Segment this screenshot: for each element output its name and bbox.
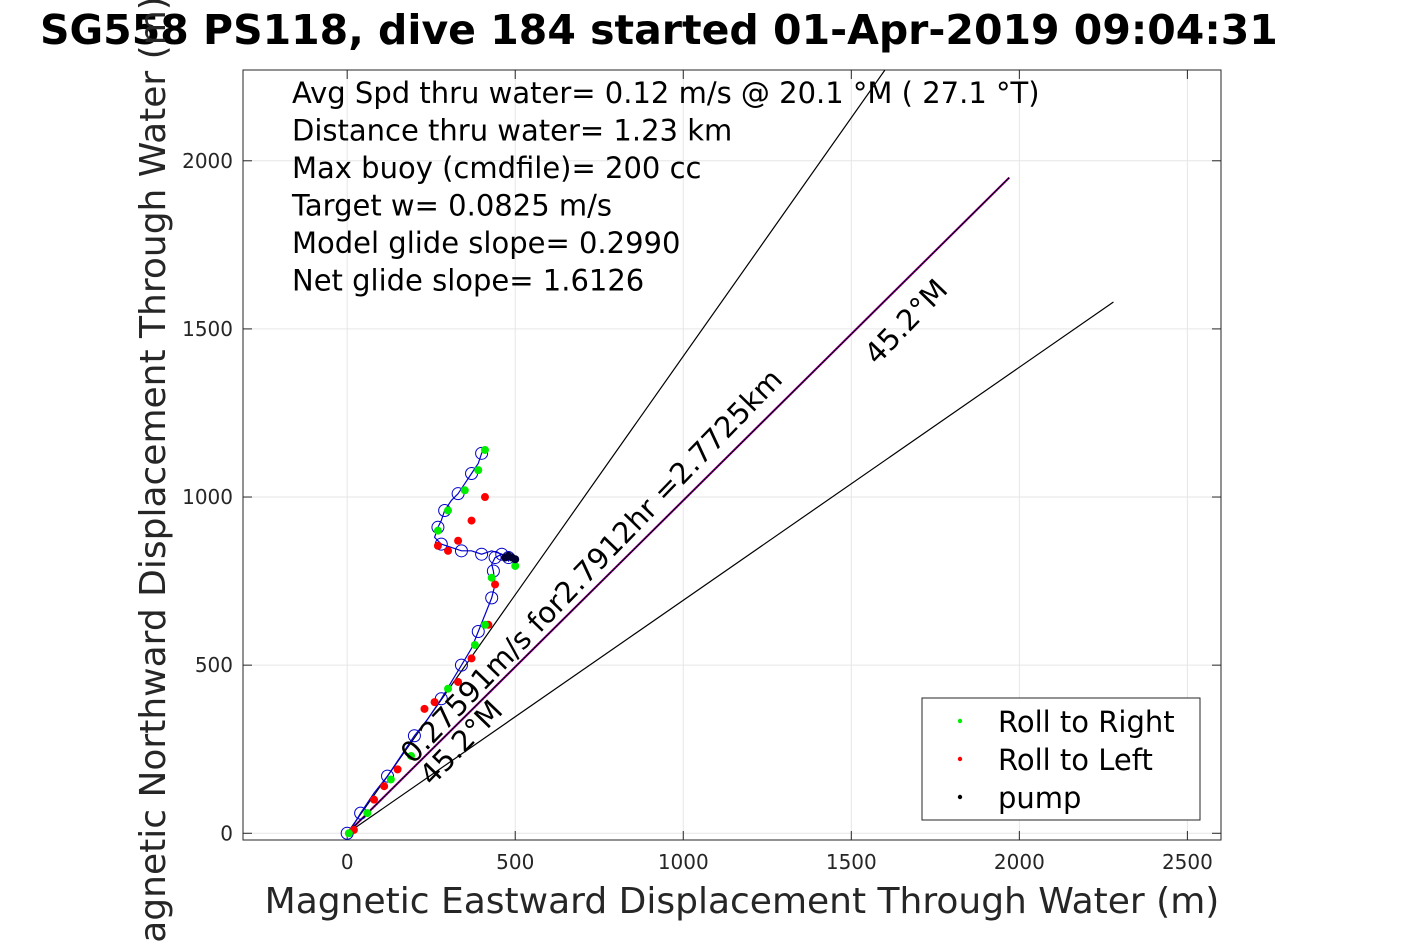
roll-left-point — [454, 677, 463, 686]
roll-right-point — [460, 486, 469, 495]
heading-label-upper: 45.2°M — [858, 272, 955, 370]
roll-right-point — [386, 775, 395, 784]
y-axis-label: Magnetic Northward Displacement Through … — [133, 0, 174, 945]
roll-right-point — [487, 573, 496, 582]
x-tick-label: 0 — [341, 850, 354, 874]
legend: Roll to Right Roll to Left pump — [921, 697, 1201, 821]
annotation-line: Max buoy (cmdfile)= 200 cc — [292, 151, 701, 185]
legend-marker — [957, 718, 963, 724]
roll-left-point — [380, 782, 389, 791]
line-right-bound — [346, 301, 1114, 834]
y-tick-label: 500 — [195, 653, 233, 677]
x-tick-label: 2000 — [994, 850, 1045, 874]
track-marker — [381, 769, 395, 783]
x-tick-label: 500 — [496, 850, 534, 874]
roll-left-point — [430, 698, 439, 707]
y-tick-label: 0 — [220, 821, 233, 845]
roll-left-point — [454, 536, 463, 545]
legend-entry-label: pump — [998, 781, 1081, 815]
roll-left-point — [467, 654, 476, 663]
track-marker — [475, 446, 489, 460]
roll-right-point — [470, 640, 479, 649]
roll-right-point — [433, 526, 442, 535]
current-label: 0.27591m/s for2.7912hr =2.7725km — [394, 362, 789, 770]
annotation-line: Avg Spd thru water= 0.12 m/s @ 20.1 °M (… — [292, 76, 1040, 110]
plot-frame — [242, 69, 1222, 841]
x-tick-label: 1000 — [658, 850, 709, 874]
track-marker — [488, 551, 502, 565]
roll-right-point — [363, 809, 372, 818]
data-series — [340, 70, 1114, 840]
track-marker — [485, 591, 499, 605]
x-tick-label: 1500 — [826, 850, 877, 874]
annotation-line: Distance thru water= 1.23 km — [292, 114, 732, 148]
track-marker — [407, 729, 421, 743]
roll-right-point — [474, 466, 483, 475]
axes: 0 500 1000 1500 2000 2500 0 500 1000 1500 2000 Magn… — [133, 0, 1222, 945]
y-tick-label: 1000 — [182, 485, 233, 509]
roll-left-point — [480, 493, 489, 502]
track-marker — [454, 658, 468, 672]
annotation-line: Model glide slope= 0.2990 — [292, 226, 680, 260]
legend-entry-label: Roll to Left — [998, 743, 1153, 777]
roll-left-point — [467, 516, 476, 525]
roll-right-point — [511, 561, 520, 570]
roll-left-point — [370, 795, 379, 804]
annotation-line: Net glide slope= 1.6126 — [292, 264, 644, 298]
chart-labels: Avg Spd thru water= 0.12 m/s @ 20.1 °M (… — [291, 76, 1040, 792]
y-tick-label: 1500 — [182, 317, 233, 341]
roll-left-point — [433, 541, 442, 550]
legend-entry-label: Roll to Right — [998, 705, 1175, 739]
line-heading — [346, 177, 1010, 834]
roll-right-point — [444, 506, 453, 515]
legend-box — [921, 697, 1201, 821]
roll-left-point — [420, 704, 429, 713]
roll-right-point — [480, 620, 489, 629]
x-tick-label: 2500 — [1162, 850, 1213, 874]
track-marker — [471, 625, 485, 639]
roll-right-point — [480, 445, 489, 454]
grid-lines — [243, 70, 1221, 840]
legend-marker — [957, 794, 963, 800]
track-marker — [454, 544, 468, 558]
roll-left-point — [393, 765, 402, 774]
roll-left-point — [444, 546, 453, 555]
roll-right-point — [407, 751, 416, 760]
roll-left-point — [491, 580, 500, 589]
legend-marker — [957, 756, 963, 762]
annotation-line: Target w= 0.0825 m/s — [291, 189, 612, 223]
x-axis-label: Magnetic Eastward Displacement Through W… — [265, 881, 1220, 922]
roll-right-point — [444, 684, 453, 693]
chart-title: SG558 PS118, dive 184 started 01-Apr-201… — [40, 6, 1278, 54]
y-tick-label: 2000 — [182, 149, 233, 173]
plot-area — [340, 70, 1114, 840]
pump-point — [511, 555, 520, 564]
roll-right-point — [344, 829, 353, 838]
track-marker — [475, 547, 489, 561]
